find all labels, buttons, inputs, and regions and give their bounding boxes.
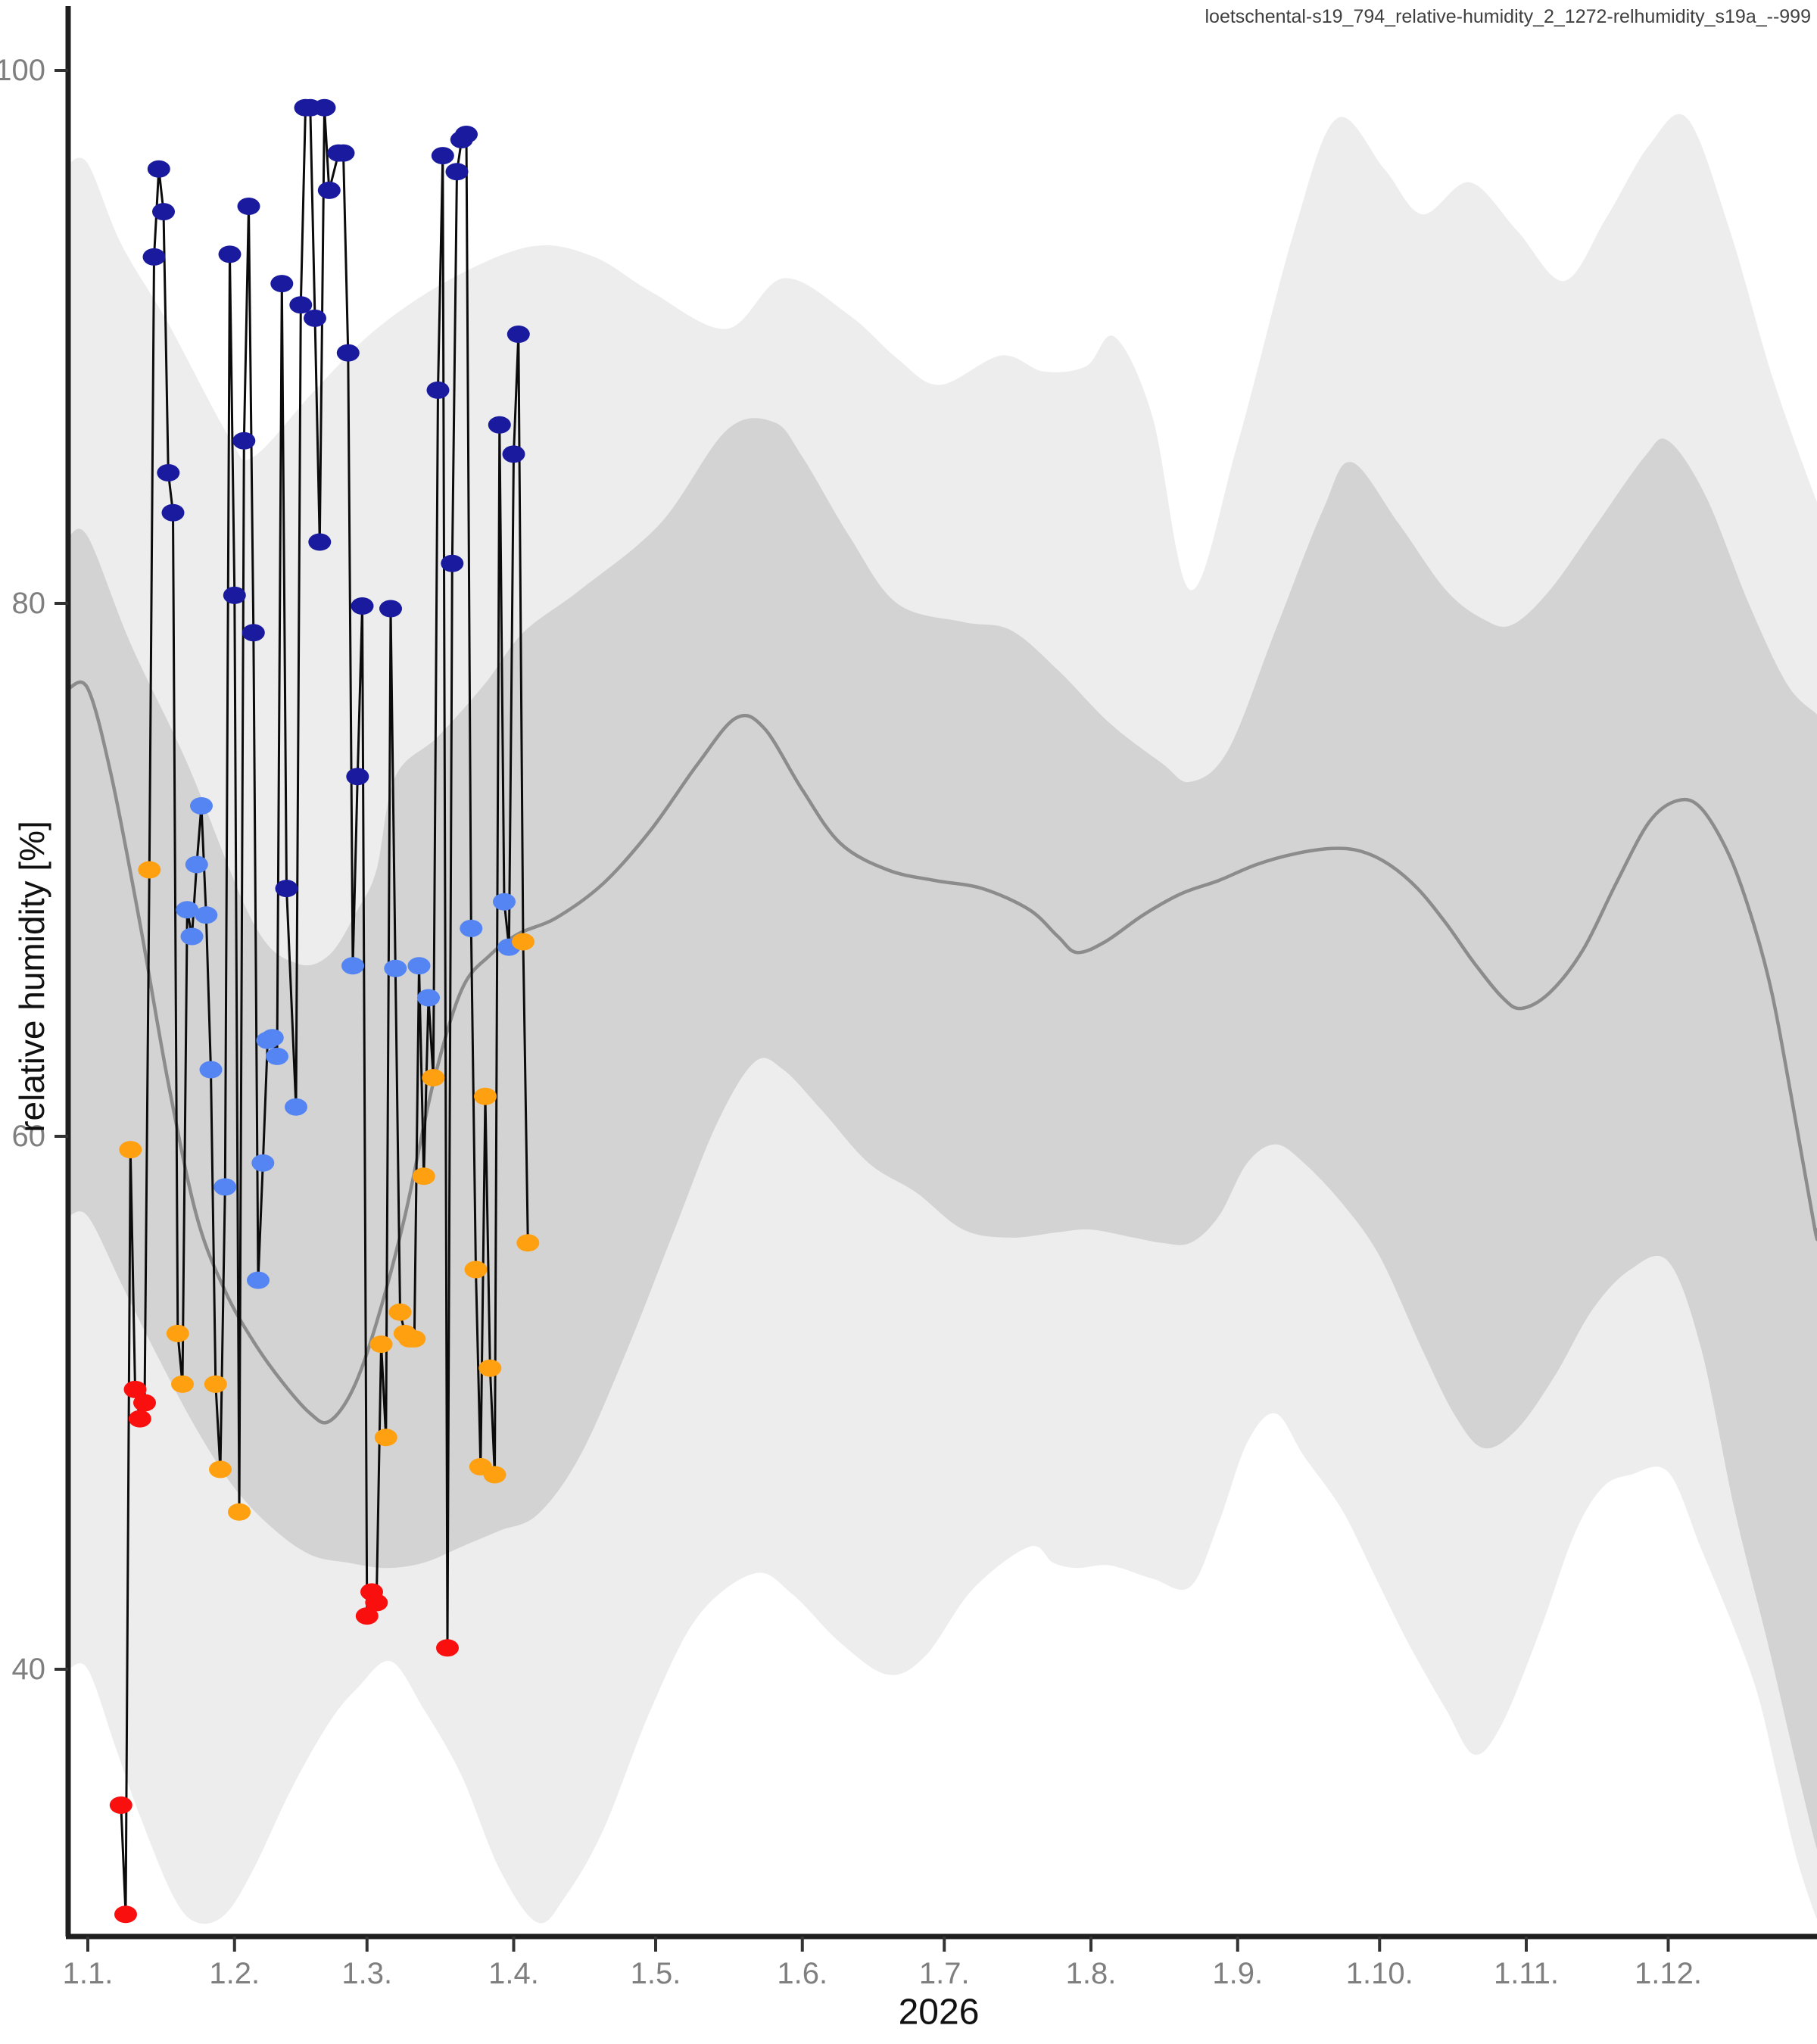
obs-point-much_above_normal	[218, 245, 242, 263]
y-tick-label: 40	[12, 1653, 46, 1686]
obs-point-above_normal	[285, 1098, 307, 1116]
x-tick-label: 1.10.	[1346, 1957, 1413, 1990]
obs-point-much_below_normal	[109, 1796, 132, 1814]
x-tick-label: 1.6.	[777, 1957, 827, 1990]
obs-point-much_above_normal	[270, 275, 294, 293]
obs-point-below_normal	[204, 1375, 227, 1393]
obs-point-much_above_normal	[506, 326, 530, 343]
obs-point-above_normal	[213, 1178, 237, 1196]
obs-point-below_normal	[483, 1466, 506, 1484]
obs-point-much_above_normal	[308, 533, 332, 551]
obs-point-much_above_normal	[431, 147, 454, 165]
chart-title: loetschental-s19_794_relative-humidity_2…	[1205, 6, 1812, 27]
obs-point-much_above_normal	[152, 203, 175, 221]
obs-point-above_normal	[407, 957, 431, 975]
obs-point-much_above_normal	[317, 181, 341, 199]
obs-point-much_above_normal	[346, 768, 369, 786]
obs-point-below_normal	[464, 1260, 488, 1279]
obs-point-much_above_normal	[232, 432, 256, 450]
obs-point-below_normal	[478, 1359, 502, 1377]
x-tick-label: 1.1.	[63, 1957, 114, 1990]
obs-point-above_normal	[195, 906, 218, 924]
obs-point-below_normal	[138, 861, 161, 879]
obs-point-above_normal	[199, 1061, 223, 1079]
obs-point-above_normal	[341, 957, 364, 975]
obs-point-below_normal	[412, 1167, 435, 1186]
obs-point-much_above_normal	[351, 597, 374, 615]
obs-point-above_normal	[176, 901, 199, 919]
obs-point-much_above_normal	[332, 144, 355, 162]
x-tick-label: 1.11.	[1494, 1957, 1559, 1990]
obs-point-above_normal	[185, 855, 208, 874]
obs-point-much_below_normal	[355, 1607, 379, 1625]
obs-point-much_above_normal	[488, 416, 511, 434]
x-tick-label: 1.7.	[919, 1957, 970, 1990]
x-tick-label: 1.9.	[1212, 1957, 1263, 1990]
x-tick-label: 1.8.	[1066, 1957, 1117, 1990]
y-axis-title: relative humidity [%]	[12, 821, 51, 1133]
obs-point-below_normal	[119, 1141, 142, 1159]
obs-point-below_normal	[512, 933, 535, 951]
obs-point-much_above_normal	[304, 309, 326, 327]
obs-point-much_above_normal	[445, 163, 469, 181]
obs-point-much_above_normal	[379, 600, 402, 618]
obs-point-much_above_normal	[313, 98, 336, 117]
obs-point-much_above_normal	[455, 126, 478, 143]
obs-point-below_normal	[209, 1460, 232, 1478]
x-axis-title: 2026	[898, 1992, 980, 2033]
obs-point-much_above_normal	[502, 445, 525, 463]
obs-point-below_normal	[166, 1325, 189, 1342]
obs-point-below_normal	[516, 1234, 540, 1252]
obs-point-much_below_normal	[123, 1380, 147, 1398]
obs-point-much_above_normal	[426, 381, 450, 399]
obs-point-above_normal	[247, 1271, 270, 1289]
obs-point-below_normal	[228, 1503, 251, 1521]
obs-point-below_normal	[388, 1303, 412, 1321]
obs-point-much_above_normal	[441, 554, 464, 572]
obs-point-much_above_normal	[142, 248, 166, 266]
obs-point-much_below_normal	[128, 1410, 151, 1428]
y-tick-label: 80	[12, 587, 46, 620]
y-tick-label: 60	[12, 1120, 46, 1153]
x-tick-label: 1.2.	[209, 1957, 260, 1990]
obs-point-above_normal	[493, 893, 516, 911]
x-tick-label: 1.5.	[631, 1957, 681, 1990]
y-tick-label: 100	[0, 54, 45, 87]
obs-point-much_below_normal	[436, 1639, 459, 1657]
obs-point-above_normal	[251, 1154, 275, 1172]
climatology-mean-line	[67, 680, 1817, 1425]
obs-point-above_normal	[190, 797, 213, 815]
obs-point-much_above_normal	[147, 160, 170, 178]
obs-point-below_normal	[422, 1069, 445, 1087]
obs-point-above_normal	[460, 919, 483, 937]
obs-point-much_below_normal	[133, 1394, 156, 1412]
obs-point-above_normal	[417, 989, 440, 1007]
obs-point-much_above_normal	[242, 624, 265, 642]
obs-point-much_above_normal	[157, 464, 180, 481]
obs-point-much_above_normal	[336, 344, 360, 362]
obs-point-below_normal	[374, 1429, 397, 1447]
obs-point-much_above_normal	[237, 198, 260, 215]
obs-point-above_normal	[266, 1047, 288, 1065]
obs-point-below_normal	[369, 1335, 393, 1354]
obs-point-much_above_normal	[289, 296, 313, 314]
obs-point-much_below_normal	[114, 1905, 137, 1924]
obs-point-much_below_normal	[365, 1594, 388, 1612]
x-tick-label: 1.12.	[1635, 1957, 1702, 1990]
x-tick-label: 1.4.	[488, 1957, 539, 1990]
x-tick-label: 1.3.	[341, 1957, 392, 1990]
obs-point-much_above_normal	[161, 503, 185, 522]
obs-point-above_normal	[260, 1029, 284, 1047]
obs-point-above_normal	[384, 959, 407, 977]
obs-point-much_above_normal	[223, 586, 246, 604]
obs-point-much_above_normal	[275, 880, 298, 898]
obs-point-below_normal	[171, 1375, 194, 1393]
obs-point-below_normal	[403, 1330, 426, 1348]
obs-point-above_normal	[180, 927, 204, 946]
obs-point-below_normal	[474, 1087, 497, 1105]
climatology-inner-band	[68, 418, 1817, 1849]
